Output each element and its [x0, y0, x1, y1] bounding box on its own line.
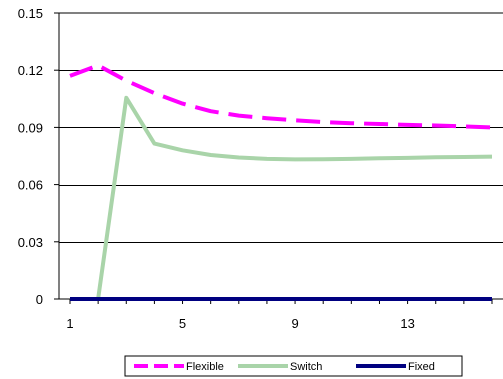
legend: Flexible Switch Fixed	[124, 355, 463, 377]
series-line-switch	[70, 95, 493, 301]
x-tick-label: 9	[291, 316, 298, 331]
x-tick-label: 1	[66, 316, 73, 331]
x-tick-label: 13	[400, 316, 414, 331]
y-tick-label: 0.03	[18, 235, 43, 250]
legend-label-fixed: Fixed	[408, 361, 435, 373]
series-line-flexible	[69, 63, 493, 130]
y-tick-label: 0	[36, 292, 43, 307]
legend-box	[124, 355, 463, 377]
y-tick-label: 0.15	[18, 6, 43, 21]
y-axis-ticks: 0 0.03 0.06 0.09 0.12 0.15	[18, 6, 59, 307]
legend-items: Flexible Switch Fixed	[134, 361, 435, 373]
series-lines	[69, 63, 493, 301]
legend-label-flexible: Flexible	[186, 361, 224, 373]
grid-lines	[59, 70, 503, 243]
x-tick-label: 5	[179, 316, 186, 331]
y-tick-label: 0.09	[18, 120, 43, 135]
legend-label-switch: Switch	[290, 361, 322, 373]
y-tick-label: 0.06	[18, 178, 43, 193]
y-tick-label: 0.12	[18, 63, 43, 78]
